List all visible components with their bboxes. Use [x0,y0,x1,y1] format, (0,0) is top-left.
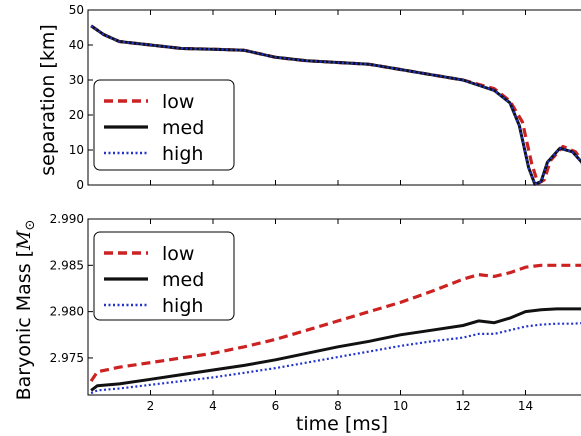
y-tick-label: 10 [69,143,84,157]
mass-legend-box [93,231,235,321]
y-tick-label: 20 [69,108,84,122]
legend-label-high: high [162,143,203,165]
mass-series-high [90,322,581,395]
separation-x-ticks [150,10,526,185]
y-tick-label: 2.985 [50,258,84,272]
separation-y-ticks: 0 10 20 30 40 50 [69,3,93,192]
mass-y-ticks: 2.975 2.980 2.985 2.990 [50,212,93,365]
separation-legend: low med high [93,79,235,171]
x-tick-label: 4 [209,399,217,413]
legend-label-low: low [162,91,194,113]
x-tick-label: 14 [518,399,533,413]
y-tick-label: 2.975 [50,351,84,365]
mass-x-ticks: 2 4 6 8 10 12 14 [147,219,533,413]
legend-label-low: low [162,243,194,265]
legend-label-med: med [162,117,204,139]
baryonic-mass-panel: 2.975 2.980 2.985 2.990 2 4 6 8 10 12 14 Baryonic… [13,212,581,435]
x-tick-label: 6 [272,399,280,413]
mass-series-group [89,263,581,395]
legend-label-med: med [162,269,204,291]
mass-y-axis-label-math: M [13,230,35,251]
mass-x-axis-label: time [ms] [296,413,388,435]
y-tick-label: 2.980 [50,305,84,319]
x-tick-label: 10 [393,399,408,413]
legend-label-high: high [162,295,203,317]
separation-y-axis-label: separation [km] [37,24,59,176]
x-tick-label: 8 [334,399,342,413]
y-tick-label: 30 [69,73,84,87]
y-tick-label: 0 [76,178,84,192]
y-tick-label: 50 [69,3,84,17]
separation-series-high [90,24,581,186]
x-tick-label: 12 [455,399,470,413]
separation-series-group [90,24,581,186]
y-tick-label: 2.990 [50,212,84,226]
mass-y-axis-label-text: Baryonic Mass [ [13,250,35,400]
mass-legend: low med high [93,231,235,321]
y-tick-label: 40 [69,38,84,52]
mass-series-med [90,307,581,392]
separation-panel: 0 10 20 30 40 50 separation [km] low med high [37,3,581,192]
mass-y-axis-label: Baryonic Mass [M⊙ [13,220,38,401]
x-tick-label: 2 [147,399,155,413]
separation-legend-box [93,79,235,171]
mass-y-axis-label-sub: ⊙ [23,220,38,231]
